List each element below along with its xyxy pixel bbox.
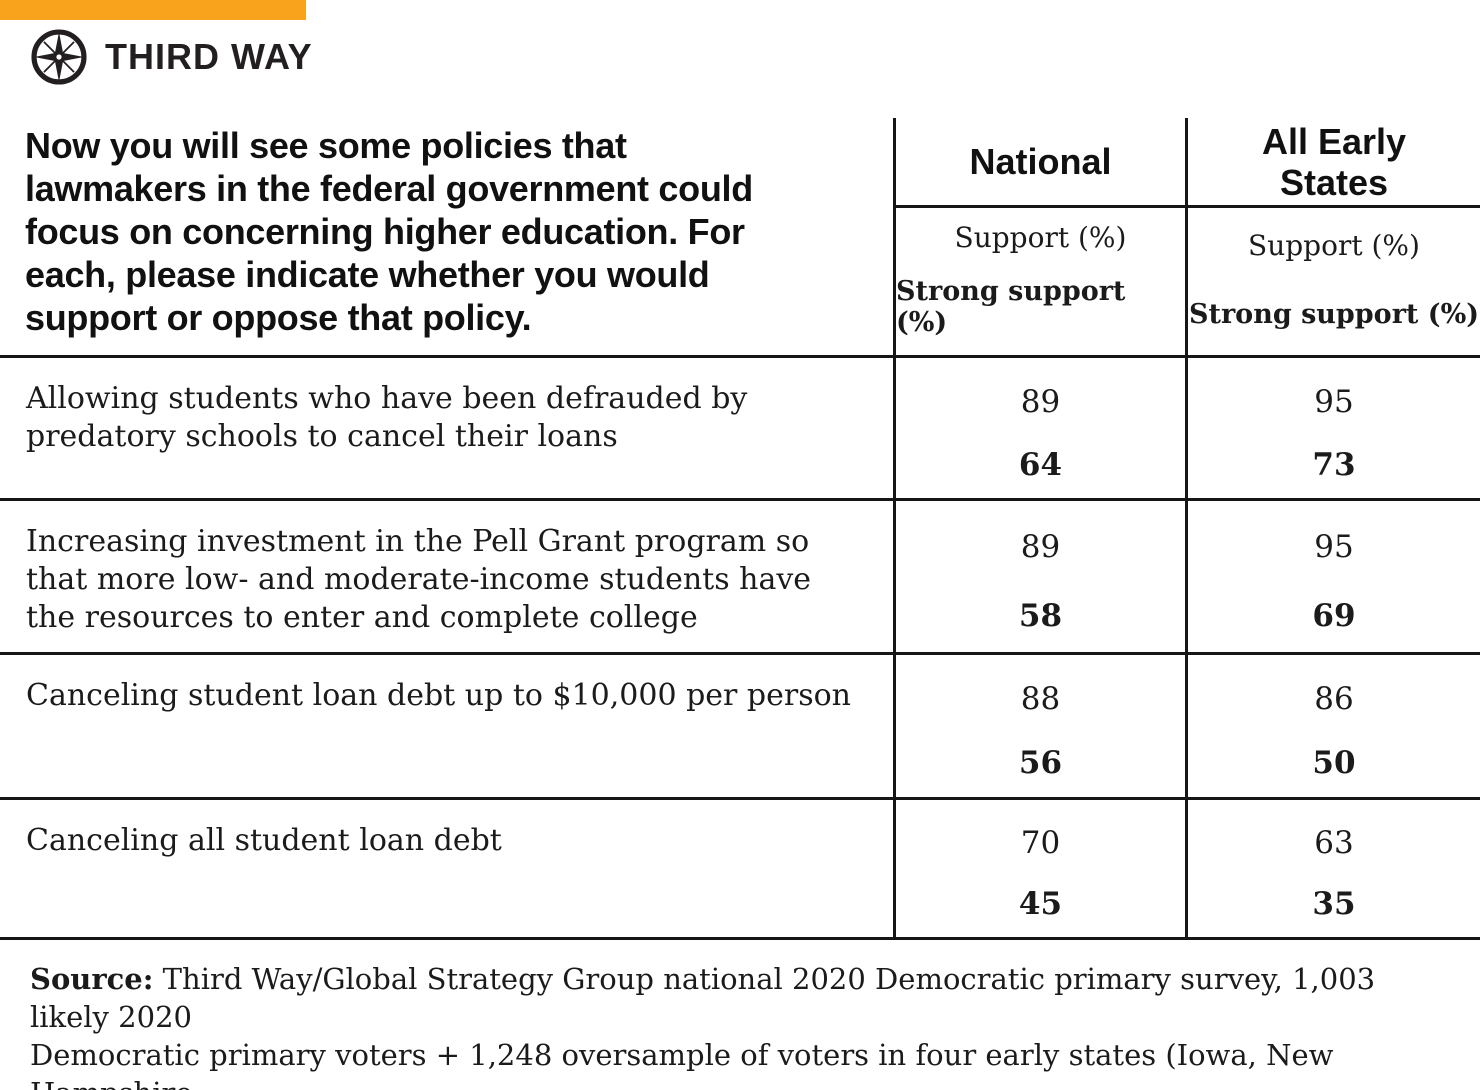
survey-table: Now you will see some policies that lawm… (0, 118, 1480, 937)
national-support-subhead: Support (%) (954, 221, 1127, 254)
table-row: Canceling student loan debt up to $10,00… (0, 652, 1480, 797)
question-cell: Now you will see some policies that lawm… (0, 118, 893, 355)
national-values-cell: 88 56 (893, 655, 1185, 797)
early-states-values-cell: 95 73 (1185, 358, 1480, 498)
policy-cell: Canceling student loan debt up to $10,00… (0, 655, 893, 797)
early-states-support-subhead: Support (%) (1248, 228, 1420, 262)
policy-cell: Canceling all student loan debt (0, 800, 893, 937)
national-support-value: 89 (1020, 383, 1061, 420)
table-row: Increasing investment in the Pell Grant … (0, 498, 1480, 652)
source-note: Source: Third Way/Global Strategy Group … (0, 937, 1480, 1090)
source-body: Third Way/Global Strategy Group national… (30, 962, 1376, 1090)
column-header-national: National Support (%) Strong support (%) (893, 118, 1185, 355)
early-strong-value: 50 (1312, 745, 1356, 781)
early-strong-value: 69 (1312, 597, 1356, 634)
national-strong-support-subhead: Strong support (%) (896, 276, 1126, 338)
national-title-box: National (896, 118, 1185, 208)
source-text: Source: Third Way/Global Strategy Group … (30, 960, 1440, 1090)
national-values-cell: 89 58 (893, 501, 1185, 652)
source-label: Source: (30, 962, 154, 996)
early-states-values-cell: 86 50 (1185, 655, 1480, 797)
brand-logo: THIRD WAY (30, 28, 313, 86)
early-support-value: 86 (1314, 681, 1354, 717)
table-header-row: Now you will see some policies that lawm… (0, 118, 1480, 355)
policy-text: Allowing students who have been defraude… (26, 381, 748, 454)
national-strong-value: 56 (1018, 745, 1063, 781)
question-text: Now you will see some policies that lawm… (25, 125, 753, 338)
policy-text: Increasing investment in the Pell Grant … (26, 524, 812, 635)
early-states-values-cell: 63 35 (1185, 800, 1480, 937)
early-strong-value: 35 (1312, 886, 1356, 923)
policy-text: Canceling student loan debt up to $10,00… (26, 678, 851, 713)
policy-cell: Increasing investment in the Pell Grant … (0, 501, 893, 652)
table-row: Canceling all student loan debt 70 45 63… (0, 797, 1480, 937)
national-values-cell: 70 45 (893, 800, 1185, 937)
national-support-value: 88 (1020, 681, 1061, 717)
early-support-value: 95 (1314, 529, 1354, 566)
early-strong-value: 73 (1312, 446, 1356, 483)
policy-cell: Allowing students who have been defraude… (0, 358, 893, 498)
column-header-early-states: All Early States Support (%) Strong supp… (1185, 118, 1480, 355)
early-support-value: 95 (1314, 383, 1354, 420)
early-states-strong-support-subhead: Strong support (%) (1188, 299, 1479, 331)
early-states-values-cell: 95 69 (1185, 501, 1480, 652)
national-strong-value: 45 (1018, 886, 1063, 923)
policy-text: Canceling all student loan debt (26, 823, 502, 858)
national-strong-value: 64 (1018, 446, 1063, 483)
table-row: Allowing students who have been defraude… (0, 355, 1480, 498)
early-support-value: 63 (1314, 824, 1354, 861)
early-states-subheads: Support (%) Strong support (%) (1188, 208, 1480, 355)
national-support-value: 89 (1020, 529, 1061, 566)
early-states-column-title: All Early States (1261, 120, 1407, 203)
national-column-title: National (969, 141, 1112, 182)
national-values-cell: 89 64 (893, 358, 1185, 498)
national-subheads: Support (%) Strong support (%) (896, 208, 1185, 355)
brand-name: THIRD WAY (105, 36, 313, 77)
early-states-title-box: All Early States (1188, 118, 1480, 208)
national-support-value: 70 (1020, 824, 1061, 861)
top-accent-bar (0, 0, 306, 20)
compass-star-icon (31, 29, 87, 85)
national-strong-value: 58 (1018, 597, 1063, 634)
